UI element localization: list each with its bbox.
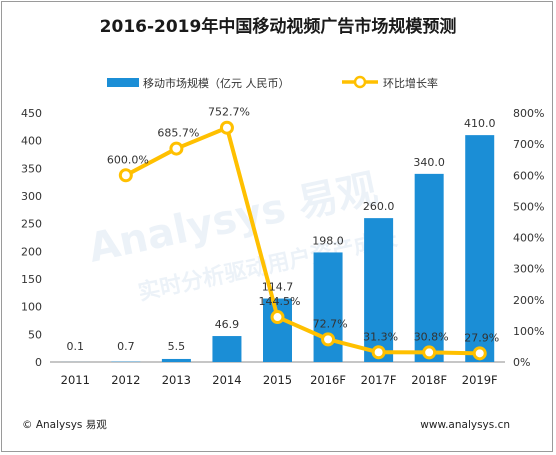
- bar-value-label: 46.9: [215, 318, 240, 331]
- data-labels: 0.1 0.7 5.5 46.9 114.7 198.0 260.0 340.0 410.0 60…: [67, 106, 500, 353]
- x-tick-label: 2015: [263, 373, 292, 387]
- legend-bar-swatch: [107, 78, 139, 87]
- growth-line: [124, 125, 480, 356]
- bar-value-label: 410.0: [464, 117, 496, 130]
- line-point: [270, 310, 285, 325]
- x-tick-label: 2016F: [310, 373, 346, 387]
- line-point: [118, 168, 133, 183]
- line-value-label: 752.7%: [208, 106, 250, 119]
- axes: 0 50 100 150 200 250 300 350 400 450 0% 100% 200% 300…: [21, 107, 544, 387]
- y-left-tick-label: 50: [28, 328, 42, 341]
- line-point: [422, 345, 437, 360]
- y-left-tick-label: 250: [21, 218, 42, 231]
- legend: 移动市场规模（亿元 人民币） 环比增长率: [107, 75, 438, 90]
- y-left-tick-label: 100: [21, 301, 42, 314]
- bar: [414, 173, 444, 362]
- line-value-label: 72.7%: [313, 317, 348, 330]
- y-left-tick-label: 0: [35, 356, 42, 369]
- y-left-tick-label: 400: [21, 135, 42, 148]
- y-right-tick-label: 300%: [513, 263, 544, 276]
- bar-value-label: 0.7: [117, 340, 135, 353]
- bar: [212, 336, 242, 362]
- y-left-tick-label: 150: [21, 273, 42, 286]
- legend-line-label: 环比增长率: [383, 76, 438, 90]
- x-tick-label: 2013: [162, 373, 191, 387]
- y-left-tick-label: 300: [21, 190, 42, 203]
- y-right-tick-label: 700%: [513, 138, 544, 151]
- bar-value-label: 198.0: [312, 234, 344, 247]
- y-left-tick-label: 450: [21, 107, 42, 120]
- line-point: [169, 141, 184, 156]
- line-point: [472, 346, 487, 361]
- y-right-tick-label: 500%: [513, 200, 544, 213]
- y-left-tick-label: 350: [21, 162, 42, 175]
- bar-value-label: 114.7: [262, 281, 294, 294]
- line-point: [219, 120, 234, 135]
- line-value-label: 144.5%: [259, 295, 301, 308]
- legend-line-marker: [353, 75, 367, 89]
- x-tick-label: 2011: [61, 373, 90, 387]
- bar-value-label: 5.5: [168, 340, 186, 353]
- line-series: [118, 120, 487, 361]
- line-value-label: 31.3%: [363, 330, 398, 343]
- x-tick-label: 2019F: [462, 373, 498, 387]
- bar-series: [60, 135, 495, 362]
- line-point: [371, 345, 386, 360]
- bar-value-label: 340.0: [413, 156, 445, 169]
- y-right-tick-label: 400%: [513, 232, 544, 245]
- line-value-label: 600.0%: [107, 153, 149, 166]
- line-value-label: 30.8%: [414, 330, 449, 343]
- y-right-tick-label: 100%: [513, 325, 544, 338]
- line-value-label: 685.7%: [157, 127, 199, 140]
- bar: [364, 218, 394, 362]
- x-tick-label: 2018F: [411, 373, 447, 387]
- x-tick-label: 2014: [212, 373, 241, 387]
- x-tick-label: 2017F: [361, 373, 397, 387]
- y-right-tick-label: 200%: [513, 294, 544, 307]
- y-left-tick-label: 200: [21, 245, 42, 258]
- bar: [263, 298, 292, 362]
- bar: [161, 358, 191, 362]
- x-tick-label: 2012: [111, 373, 140, 387]
- line-value-label: 27.9%: [464, 331, 499, 344]
- y-right-tick-label: 800%: [513, 107, 544, 120]
- y-right-tick-label: 0%: [513, 356, 530, 369]
- chart-title: 2016-2019年中国移动视频广告市场规模预测: [100, 16, 457, 37]
- footer-url: www.analysys.cn: [420, 419, 510, 431]
- y-right-tick-label: 600%: [513, 169, 544, 182]
- bar-value-label: 0.1: [67, 340, 85, 353]
- legend-bar-label: 移动市场规模（亿元 人民币）: [143, 76, 290, 90]
- bar: [465, 135, 495, 362]
- footer-source: © Analysys 易观: [22, 419, 107, 431]
- bar-value-label: 260.0: [363, 200, 395, 213]
- line-point: [321, 332, 336, 347]
